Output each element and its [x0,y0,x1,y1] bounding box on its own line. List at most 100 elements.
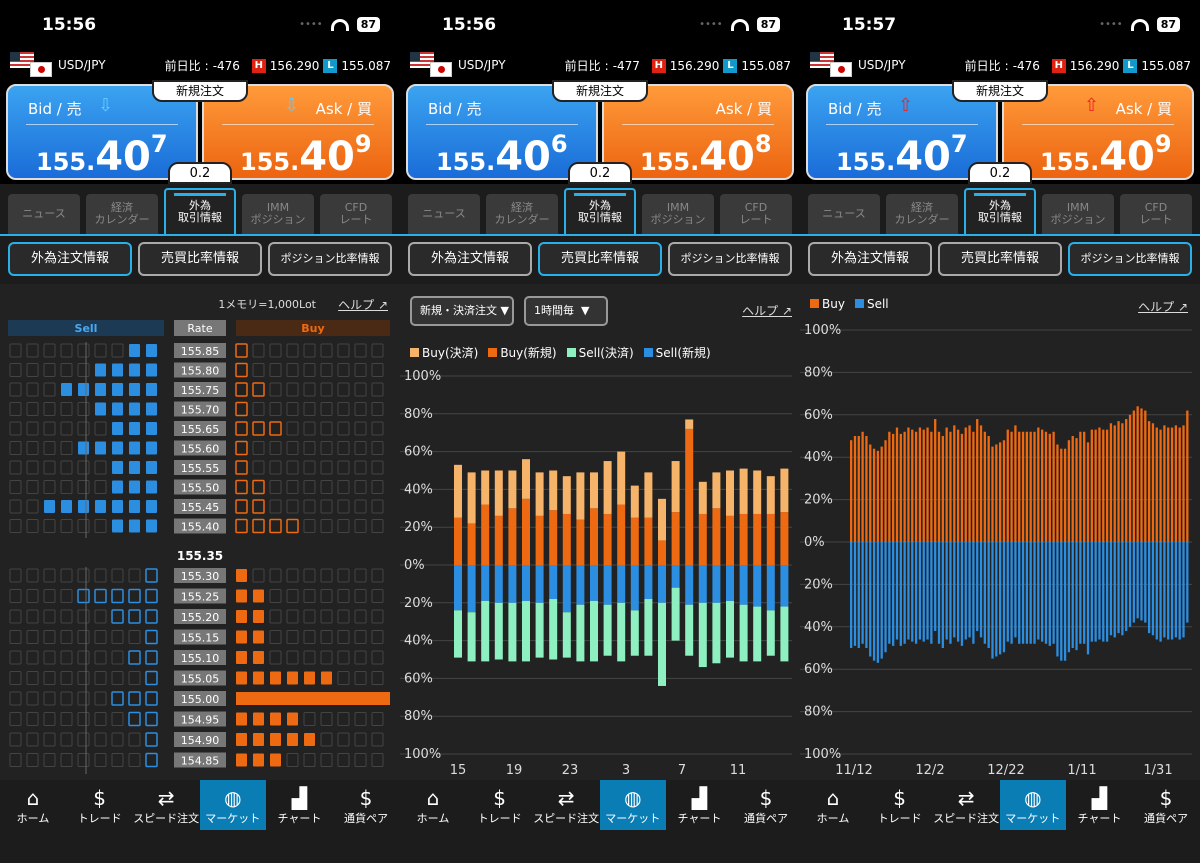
subtab-order-info[interactable]: 外為注文情報 [808,242,932,276]
help-link[interactable]: ヘルプ ↗ [1138,300,1188,314]
buy-cell [235,479,248,495]
sell-cell [77,480,90,494]
new-order-button[interactable]: 新規注文 [152,80,248,102]
nav-item-currency-pair[interactable]: $ 通貨ペア [1133,780,1199,830]
bar-buy [1167,427,1170,542]
bar-buy-new [454,517,462,565]
nav-item-trade[interactable]: $ トレード [467,780,533,830]
tab-news[interactable]: ニュース [8,194,80,234]
subtab-position-ratio[interactable]: ポジション比率情報 [268,242,392,276]
bar-sell-new [535,565,544,603]
new-order-button[interactable]: 新規注文 [552,80,648,102]
tab-news[interactable]: ニュース [408,194,480,234]
nav-item-globe[interactable]: ◍ マーケット [599,780,666,830]
buy-cell [286,343,299,358]
help-link[interactable]: ヘルプ ↗ [742,304,792,318]
new-order-button[interactable]: 新規注文 [952,80,1048,102]
subtab-order-info[interactable]: 外為注文情報 [8,242,132,276]
y-tick-label: 100% [804,747,841,762]
order-type-dropdown[interactable]: 新規・決済注文 ▼ [410,296,514,326]
buy-cell [252,499,265,514]
sell-cell [129,441,140,455]
buy-cell [354,712,367,726]
sell-cell [60,671,73,685]
subtab-position-ratio[interactable]: ポジション比率情報 [668,242,792,276]
bar-buy [979,425,983,542]
buy-cell [235,518,248,534]
buy-cell [252,441,265,455]
nav-item-home[interactable]: ⌂ ホーム [800,780,866,830]
sell-cell [112,441,123,455]
bar-sell [1174,542,1178,638]
tab-imm-position[interactable]: IMM ポジション [642,194,714,234]
bar-sell [976,542,979,632]
nav-item-currency-pair[interactable]: $ 通貨ペア [733,780,799,830]
sell-cell [77,609,90,624]
subtab-order-info[interactable]: 外為注文情報 [408,242,532,276]
bar-sell [1128,542,1132,627]
tab-cfd-rate[interactable]: CFD レート [1120,194,1192,234]
home-icon: ⌂ [426,786,440,810]
nav-item-chart[interactable]: ▟ チャート [666,780,732,830]
nav-item-home[interactable]: ⌂ ホーム [400,780,466,830]
nav-item-trade[interactable]: $ トレード [67,780,133,830]
sell-cell [60,421,73,436]
tab-economic-calendar[interactable]: 経済 カレンダー [486,194,558,234]
bar-sell [1113,542,1116,638]
change-label: 前日比 [164,59,201,73]
subtab-position-ratio[interactable]: ポジション比率情報 [1068,242,1192,276]
y-tick-label: 20% [404,520,433,535]
nav-item-globe[interactable]: ◍ マーケット [199,780,266,830]
nav-item-speed-order[interactable]: ⇄ スピード注文 [933,780,999,830]
tab-cfd-rate[interactable]: CFD レート [320,194,392,234]
bar-buy [976,419,979,542]
tab-economic-calendar[interactable]: 経済 カレンダー [86,194,158,234]
ask-button[interactable]: ⇩ Ask / 買 155.409 [202,84,394,180]
bar-buy [1128,414,1132,542]
buy-cell [287,671,298,685]
bar-sell-new [549,565,558,600]
tab-imm-position[interactable]: IMM ポジション [242,194,314,234]
bar-buy [1105,429,1109,542]
tab-cfd-rate[interactable]: CFD レート [720,194,792,234]
buy-cell [269,630,282,644]
nav-item-trade[interactable]: $ トレード [867,780,933,830]
sell-cell [9,499,22,514]
nav-item-globe[interactable]: ◍ マーケット [999,780,1066,830]
nav-item-speed-order[interactable]: ⇄ スピード注文 [533,780,599,830]
bar-buy-settle [494,470,503,516]
nav-item-chart[interactable]: ▟ チャート [266,780,332,830]
subtab-trade-ratio[interactable]: 売買比率情報 [938,242,1062,276]
tab-fx-trading-info[interactable]: 外為 取引情報 [164,188,236,234]
tab-fx-trading-info[interactable]: 外為 取引情報 [964,188,1036,234]
help-link[interactable]: ヘルプ ↗ [338,298,388,312]
nav-item-home[interactable]: ⌂ ホーム [0,780,66,830]
sell-cell [26,732,39,747]
sell-cell [61,500,72,513]
buy-cell [303,650,316,665]
buy-cell [303,421,316,436]
tab-economic-calendar[interactable]: 経済 カレンダー [886,194,958,234]
x-tick-label: 19 [506,763,523,778]
sell-cell [77,588,90,604]
bar-sell-settle [508,602,517,662]
tab-imm-position[interactable]: IMM ポジション [1042,194,1114,234]
bar-sell-settle [494,602,503,660]
bar-buy-settle [753,470,762,514]
bar-buy [1063,448,1067,542]
nav-item-currency-pair[interactable]: $ 通貨ペア [333,780,399,830]
buy-cell [337,343,350,358]
sell-cell [43,712,56,726]
bar-buy-settle [780,468,789,513]
subtab-trade-ratio[interactable]: 売買比率情報 [538,242,662,276]
bar-sell [1170,542,1174,640]
sell-cell [145,629,158,645]
tab-news[interactable]: ニュース [808,194,880,234]
bar-sell-new [630,565,639,611]
subtab-trade-ratio[interactable]: 売買比率情報 [138,242,262,276]
nav-item-speed-order[interactable]: ⇄ スピード注文 [133,780,199,830]
nav-item-chart[interactable]: ▟ チャート [1066,780,1132,830]
interval-dropdown[interactable]: 1時間毎 ▼ [524,296,608,326]
tab-fx-trading-info[interactable]: 外為 取引情報 [564,188,636,234]
ask-label: Ask / 買 [315,100,372,118]
